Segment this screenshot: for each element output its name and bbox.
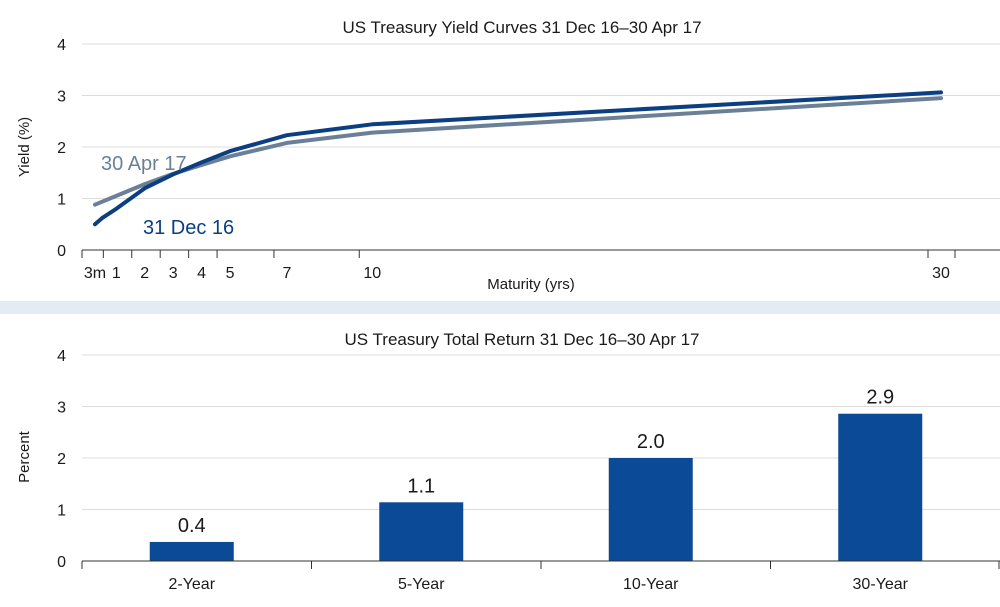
yield-x-tick-label: 1 [112,265,121,282]
yield-x-axis: 3m 1 2 3 4 5 7 10 30 [81,249,1000,282]
return-bar-value-label: 1.1 [407,475,435,497]
return-bar-30-year [838,413,923,561]
yield-y-tick-label: 3 [57,89,66,106]
return-bars: 0.4 1.1 2.0 2.9 [149,387,923,561]
panel-divider [0,301,1000,314]
yield-chart-title: US Treasury Yield Curves 31 Dec 16–30 Ap… [342,18,701,37]
yield-x-tick-label: 5 [226,265,235,282]
return-bar-value-label: 0.4 [178,515,206,537]
return-x-tick-label: 10-Year [623,576,679,593]
yield-curve-panel: US Treasury Yield Curves 31 Dec 16–30 Ap… [16,18,1000,293]
yield-x-tick-label: 30 [932,265,950,282]
yield-x-axis-label: Maturity (yrs) [487,276,575,293]
return-y-tick-labels: 0 1 2 3 4 [57,348,66,571]
yield-x-tick-label: 3m [84,265,106,282]
yield-y-tick-label: 2 [57,140,66,157]
yield-series-line-30-apr-17 [93,96,943,207]
return-x-tick-label: 30-Year [853,576,909,593]
return-bar-10-year [608,458,693,561]
series-label-30-apr-17: 30 Apr 17 [101,153,187,175]
return-y-tick-label: 0 [57,554,66,571]
return-x-tick-label: 5-Year [398,576,445,593]
return-x-tick-label: 2-Year [168,576,215,593]
return-bar-value-label: 2.9 [866,387,894,409]
yield-x-tick-label: 10 [363,265,381,282]
yield-x-tick-label: 7 [282,265,291,282]
return-y-tick-label: 3 [57,400,66,417]
return-bar-2-year [149,541,234,561]
return-bar-5-year [379,502,464,561]
return-y-tick-label: 4 [57,348,66,365]
return-chart-title: US Treasury Total Return 31 Dec 16–30 Ap… [345,330,700,349]
return-bar-value-label: 2.0 [637,431,665,453]
series-label-31-dec-16: 31 Dec 16 [143,217,234,239]
yield-gridlines [82,43,1000,199]
yield-y-tick-label: 4 [57,37,66,54]
yield-y-axis-label: Yield (%) [16,117,33,177]
yield-x-tick-label: 4 [197,265,206,282]
return-y-tick-label: 1 [57,503,66,520]
yield-y-tick-label: 1 [57,192,66,209]
yield-x-tick-label: 3 [169,265,178,282]
yield-series-line-31-dec-16 [93,90,943,227]
yield-series-lines [93,90,943,227]
return-y-tick-label: 2 [57,451,66,468]
total-return-panel: US Treasury Total Return 31 Dec 16–30 Ap… [16,330,1000,593]
yield-y-tick-label: 0 [57,243,66,260]
return-x-axis: 2-Year 5-Year 10-Year 30-Year [81,560,1000,593]
return-y-axis-label: Percent [16,430,33,483]
yield-y-tick-labels: 0 1 2 3 4 [57,37,66,260]
yield-x-tick-label: 2 [140,265,149,282]
